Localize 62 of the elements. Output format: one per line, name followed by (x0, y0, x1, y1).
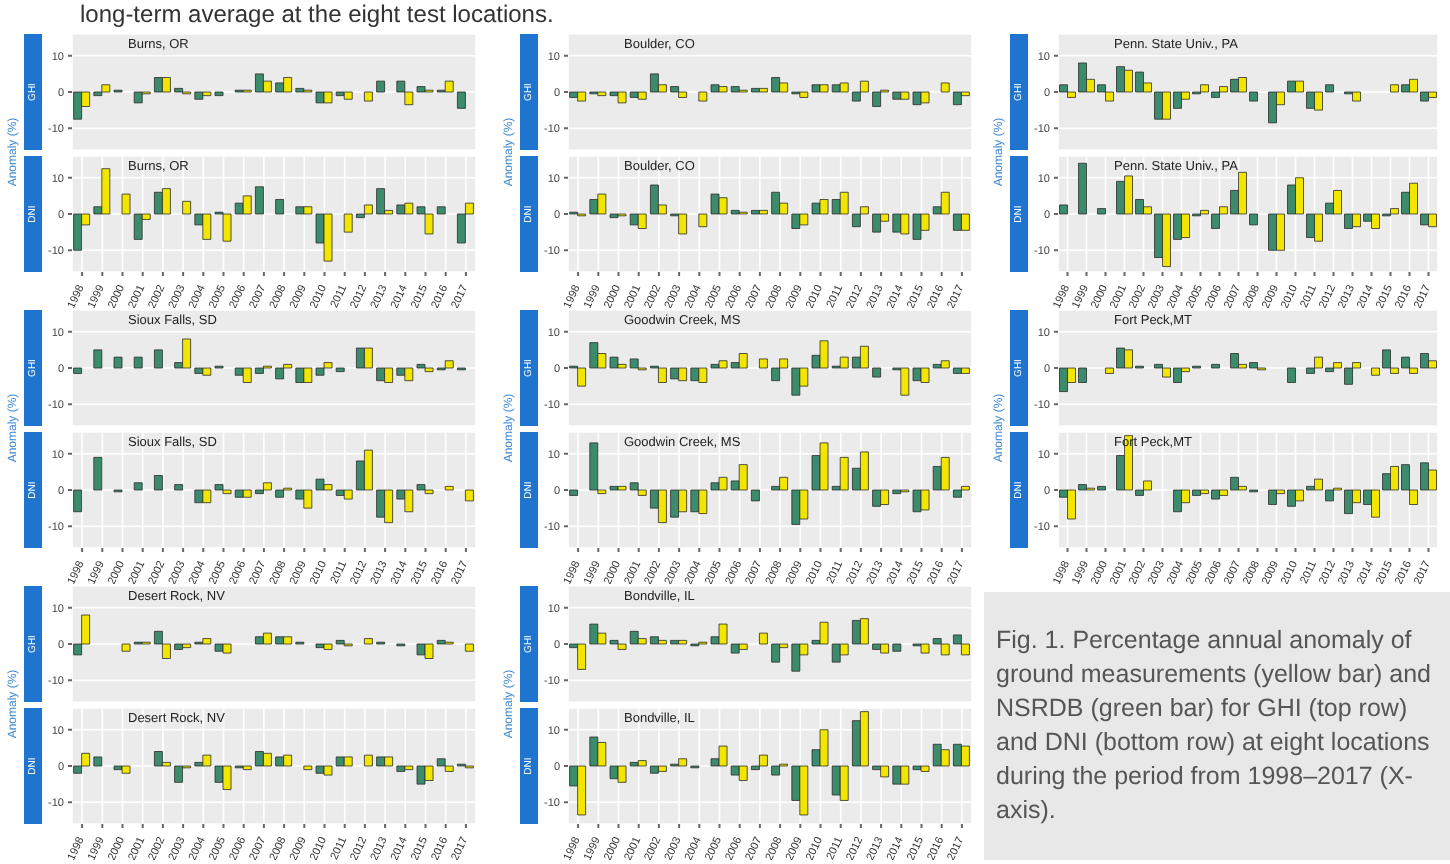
bar (465, 489, 474, 502)
bar (154, 349, 163, 369)
bar (1059, 204, 1068, 215)
bar (283, 754, 293, 767)
bar (1173, 489, 1182, 513)
bar (1078, 162, 1087, 215)
bar (154, 475, 163, 491)
text: long-term average at the eight test locations. (80, 0, 554, 28)
bar (133, 91, 143, 104)
bar (1116, 180, 1125, 215)
bar (961, 213, 970, 231)
bar (738, 643, 748, 650)
bar (275, 199, 285, 215)
bar (678, 91, 688, 98)
bar (678, 213, 688, 235)
caption: Fig. 1. Percentage annual anomaly of ground measurements (yellow bar) and NSRDB (green bar) for GHI (top row) and DNI (bottom row) at eight locations during the period from 1998–2017 (X-axis). (996, 624, 1433, 828)
bar (1268, 489, 1277, 505)
bar (1059, 367, 1068, 392)
bar (234, 367, 244, 376)
bar (1059, 84, 1068, 93)
bar (121, 765, 131, 774)
bar (416, 643, 426, 656)
bar (961, 745, 970, 767)
bar (1428, 469, 1437, 491)
bar (73, 91, 83, 120)
bar (113, 356, 123, 369)
bar (920, 91, 930, 104)
bar (255, 636, 264, 645)
bar (73, 213, 83, 251)
bar (93, 349, 103, 369)
bar (295, 206, 305, 215)
bar (589, 442, 599, 491)
bar (1097, 208, 1106, 215)
bar (1428, 360, 1437, 369)
bar (101, 168, 111, 215)
bar (222, 643, 232, 654)
bar (1428, 91, 1437, 98)
bar (569, 489, 579, 496)
bar (1287, 367, 1296, 383)
bar (194, 489, 204, 504)
bar (343, 91, 353, 100)
bar (1268, 213, 1277, 251)
bar (569, 91, 579, 98)
bar (133, 482, 143, 491)
bar (73, 489, 83, 513)
bar (73, 367, 83, 374)
bar (154, 751, 163, 767)
bar (323, 213, 333, 262)
bar (1230, 353, 1239, 369)
bar (93, 456, 103, 491)
bar (465, 643, 474, 652)
bar (961, 367, 970, 374)
bar (1268, 91, 1277, 124)
bar (738, 353, 748, 369)
bar (356, 347, 365, 369)
bar (162, 188, 171, 215)
bar (1352, 91, 1361, 102)
bar (133, 356, 143, 369)
bar (174, 484, 184, 491)
bar (1428, 213, 1437, 228)
bar (343, 756, 353, 767)
bar (1143, 480, 1152, 491)
